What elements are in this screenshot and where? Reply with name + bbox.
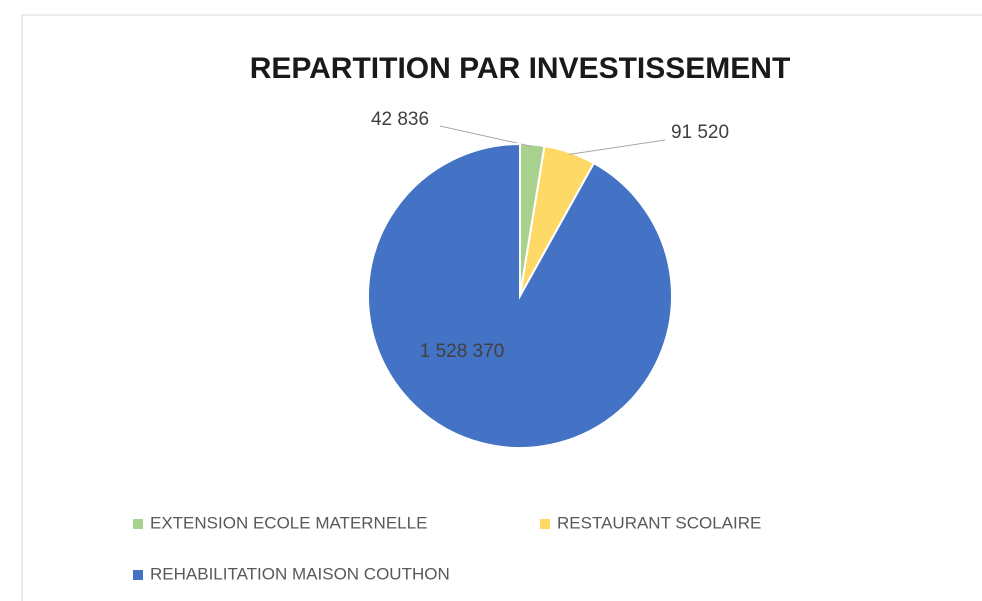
legend-swatch	[133, 570, 143, 580]
data-label: 91 520	[671, 122, 729, 143]
leader-line	[569, 139, 666, 155]
chart-title: REPARTITION PAR INVESTISSEMENT	[250, 52, 791, 85]
pie-slice	[367, 142, 673, 449]
legend-swatch	[133, 519, 143, 529]
legend-label: EXTENSION ECOLE MATERNELLE	[150, 513, 427, 532]
legend-label: RESTAURANT SCOLAIRE	[557, 513, 761, 532]
data-label: 1 528 370	[420, 341, 505, 362]
legend-swatch	[540, 519, 550, 529]
legend-label: REHABILITATION MAISON COUTHON	[150, 564, 450, 583]
data-label: 42 836	[371, 109, 429, 130]
